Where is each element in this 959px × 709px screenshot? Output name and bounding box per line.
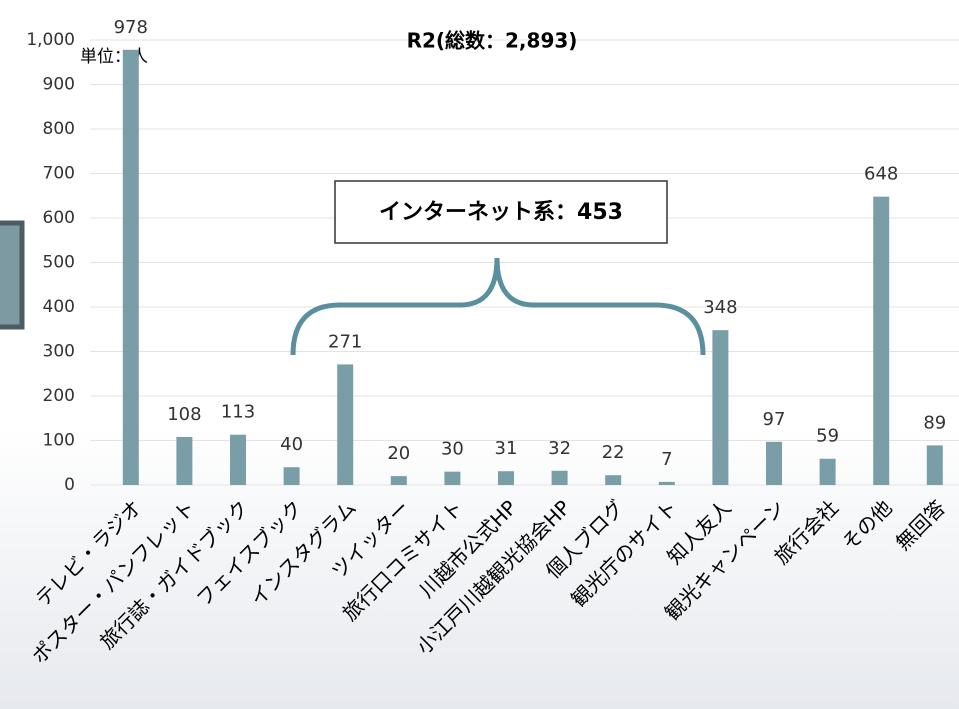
- bar: [337, 364, 354, 485]
- value-label: 7: [661, 449, 672, 470]
- value-label: 32: [548, 438, 571, 459]
- bar: [658, 481, 675, 485]
- brace: [290, 257, 706, 356]
- bar: [819, 458, 836, 485]
- bar: [390, 476, 407, 485]
- value-label: 40: [280, 434, 303, 455]
- bar: [283, 467, 300, 485]
- bar: [230, 434, 246, 485]
- annotation-box: [334, 180, 668, 244]
- y-tick-label: 800: [43, 119, 75, 139]
- annotation: インターネット系：453: [379, 200, 623, 225]
- value-label: 30: [441, 439, 464, 460]
- y-tick-label: 500: [43, 253, 75, 273]
- y-tick-label: 700: [43, 164, 75, 184]
- value-label: 648: [864, 164, 898, 185]
- bar: [551, 470, 568, 485]
- bar: [712, 330, 729, 485]
- y-tick-label: 1,000: [26, 30, 75, 50]
- y-tick-label: 300: [43, 342, 75, 362]
- value-label: 978: [114, 17, 148, 38]
- bar: [605, 475, 622, 485]
- bar: [766, 441, 782, 485]
- bar: [926, 445, 943, 485]
- value-label: 59: [816, 426, 839, 447]
- value-label: 31: [495, 438, 518, 459]
- side-decoration: [0, 220, 25, 330]
- chart-title: R2(総数：2,893): [407, 29, 578, 53]
- value-label: 89: [923, 412, 946, 433]
- value-label: 22: [602, 442, 625, 463]
- value-label: 348: [703, 297, 737, 318]
- value-label: 97: [763, 409, 786, 430]
- bar: [873, 196, 890, 485]
- bar: [122, 49, 139, 485]
- grid: [90, 39, 959, 486]
- y-tick-label: 400: [43, 297, 75, 317]
- value-label: 20: [387, 443, 410, 464]
- y-tick-label: 900: [43, 75, 75, 95]
- value-label: 108: [167, 404, 201, 425]
- bar: [444, 471, 461, 485]
- y-tick-label: 600: [43, 208, 75, 228]
- y-tick-label: 200: [43, 386, 75, 406]
- y-tick-label: 100: [43, 431, 75, 451]
- y-tick-label: 0: [64, 475, 75, 495]
- value-label: 113: [221, 402, 255, 423]
- value-label: 271: [328, 331, 362, 352]
- bar: [498, 471, 514, 485]
- bar: [176, 436, 193, 485]
